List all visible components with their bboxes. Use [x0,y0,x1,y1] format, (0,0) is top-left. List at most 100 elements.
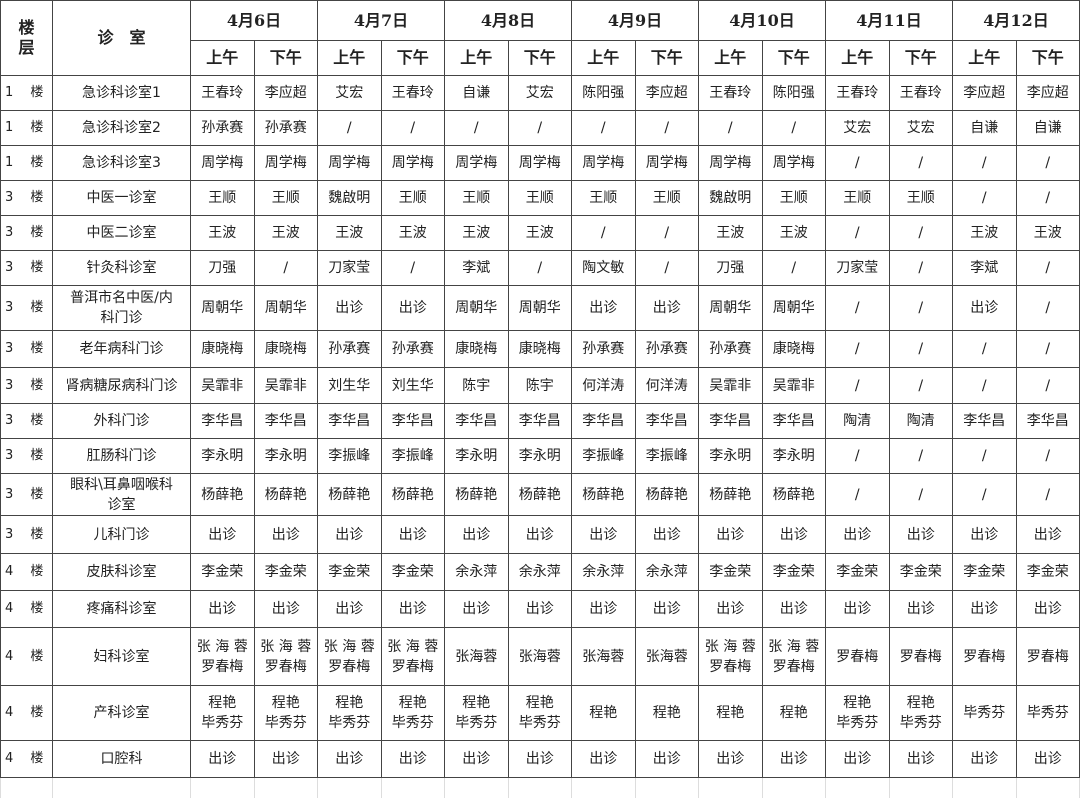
am-doctor-cell: 魏啟明 [317,180,382,216]
am-doctor-cell: 刀强 [190,250,255,286]
table-row: 4 楼产科诊室 程艳 毕秀芬 程艳 毕秀芬 程艳 毕秀芬 程艳 毕秀芬 程艳 毕秀芬 程艳 … [0,685,1080,741]
empty-cell [952,777,1017,798]
pm-doctor-cell: 周学梅 [380,145,445,181]
am-doctor-cell: 出诊 [952,590,1017,628]
am-doctor-cell: 王顺 [190,180,255,216]
am-doctor-cell: 程艳 毕秀芬 [190,685,255,741]
room-cell: 儿科门诊 [52,515,191,554]
am-doctor-cell: 李应超 [952,75,1017,111]
table-row: 3 楼眼科\耳鼻咽喉科 诊室 杨薛艳 杨薛艳 杨薛艳 杨薛艳 杨薛艳 杨薛艳 杨薛艳 杨薛艳 杨薛… [0,473,1080,516]
am-doctor-cell: 出诊 [698,590,763,628]
pm-doctor-cell: / [888,250,953,286]
am-doctor-cell: 李金荣 [952,553,1017,591]
pm-doctor-cell: 陶清 [888,403,953,439]
pm-doctor-cell: 周学梅 [634,145,699,181]
am-header: 上午 [825,40,890,76]
am-doctor-cell: 杨薛艳 [698,473,763,516]
am-doctor-cell: 李华昌 [317,403,382,439]
pm-doctor-cell: 孙承赛 [253,110,318,146]
pm-doctor-cell: 出诊 [888,740,953,778]
am-doctor-cell: 罗春梅 [825,627,890,686]
floor-cell: 4 楼 [0,627,53,686]
pm-doctor-cell: 出诊 [634,740,699,778]
am-doctor-cell: / [571,110,636,146]
am-doctor-cell: 刘生华 [317,367,382,404]
empty-cell [52,777,191,798]
floor-cell: 4 楼 [0,685,53,741]
am-doctor-cell: 出诊 [825,590,890,628]
am-doctor-cell: 张海蓉 [571,627,636,686]
pm-doctor-cell: / [1015,180,1080,216]
date-header: 4月7日 [317,0,445,41]
pm-doctor-cell: 余永萍 [507,553,572,591]
empty-cell [761,777,826,798]
am-doctor-cell: 孙承赛 [190,110,255,146]
pm-doctor-cell: 李永明 [761,438,826,474]
am-doctor-cell: 王波 [952,215,1017,251]
am-doctor-cell: 孙承赛 [317,330,382,368]
pm-doctor-cell: / [888,367,953,404]
am-doctor-cell: 出诊 [444,590,509,628]
am-doctor-cell: / [952,145,1017,181]
pm-doctor-cell: / [634,110,699,146]
am-doctor-cell: / [317,110,382,146]
am-doctor-cell: 罗春梅 [952,627,1017,686]
am-doctor-cell: 吴霏非 [190,367,255,404]
date-header: 4月8日 [444,0,572,41]
room-cell: 疼痛科诊室 [52,590,191,628]
pm-doctor-cell: 出诊 [761,590,826,628]
pm-doctor-cell: 自谦 [1015,110,1080,146]
pm-doctor-cell: 吴霏非 [253,367,318,404]
am-doctor-cell: 出诊 [571,285,636,331]
am-doctor-cell: / [952,180,1017,216]
pm-doctor-cell: 李华昌 [761,403,826,439]
pm-doctor-cell: 出诊 [888,590,953,628]
pm-doctor-cell: 陈阳强 [761,75,826,111]
am-doctor-cell: 李金荣 [825,553,890,591]
pm-doctor-cell: 出诊 [634,590,699,628]
pm-doctor-cell: 孙承赛 [634,330,699,368]
am-header: 上午 [190,40,255,76]
empty-cell [1015,777,1080,798]
am-doctor-cell: 李华昌 [190,403,255,439]
empty-cell [0,777,53,798]
pm-doctor-cell: 王春玲 [888,75,953,111]
table-row: 3 楼普洱市名中医/内 科门诊 周朝华 周朝华 出诊 出诊 周朝华 周朝华 出诊 出诊 周朝华 周朝… [0,285,1080,331]
pm-doctor-cell: 出诊 [1015,740,1080,778]
pm-doctor-cell: / [888,215,953,251]
table-row: 4 楼疼痛科诊室 出诊 出诊 出诊 出诊 出诊 出诊 出诊 出诊 出诊 出诊 出诊 出诊 出诊 出诊 [0,590,1080,628]
am-doctor-cell: 李金荣 [190,553,255,591]
am-doctor-cell: 杨薛艳 [571,473,636,516]
empty-cell [190,777,255,798]
am-doctor-cell: 出诊 [190,515,255,554]
pm-doctor-cell: 康晓梅 [507,330,572,368]
room-header: 诊 室 [52,0,191,76]
empty-cell [507,777,572,798]
pm-doctor-cell: 李金荣 [761,553,826,591]
pm-doctor-cell: 出诊 [253,515,318,554]
pm-doctor-cell: 李华昌 [380,403,445,439]
room-cell: 皮肤科诊室 [52,553,191,591]
room-cell: 针灸科诊室 [52,250,191,286]
empty-cell [253,777,318,798]
pm-doctor-cell: 出诊 [253,590,318,628]
room-cell: 产科诊室 [52,685,191,741]
am-header: 上午 [698,40,763,76]
pm-doctor-cell: / [761,250,826,286]
empty-cell [571,777,636,798]
pm-doctor-cell: / [1015,145,1080,181]
filler-row [0,777,1080,798]
table-row: 4 楼妇科诊室张 海 蓉 罗春梅张 海 蓉 罗春梅张 海 蓉 罗春梅张 海 蓉 … [0,627,1080,686]
table-row: 3 楼肛肠科门诊 李永明 李永明 李振峰 李振峰 李永明 李永明 李振峰 李振峰 李永明 李永明 / /… [0,438,1080,474]
pm-doctor-cell: / [1015,473,1080,516]
am-doctor-cell: 杨薛艳 [317,473,382,516]
am-doctor-cell: 李斌 [952,250,1017,286]
room-cell: 肾病糖尿病科门诊 [52,367,191,404]
am-doctor-cell: 自谦 [444,75,509,111]
pm-doctor-cell: 李金荣 [888,553,953,591]
pm-doctor-cell: 张海蓉 [507,627,572,686]
pm-header: 下午 [634,40,699,76]
pm-doctor-cell: 李华昌 [507,403,572,439]
table-row: 4 楼口腔科 出诊 出诊 出诊 出诊 出诊 出诊 出诊 出诊 出诊 出诊 出诊 出诊 出诊 出诊 [0,740,1080,778]
